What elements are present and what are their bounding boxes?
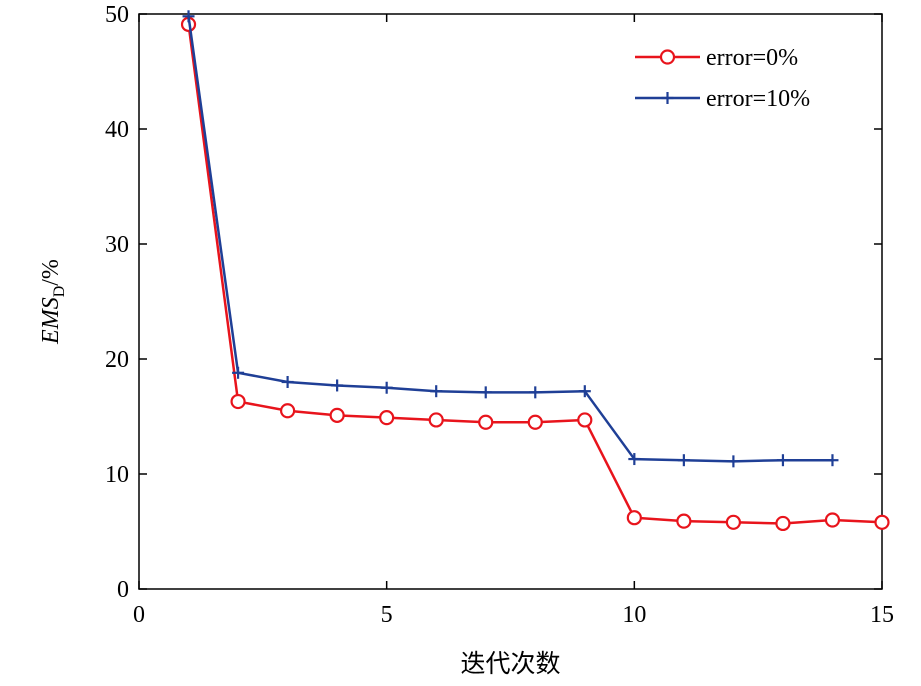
y-axis-label: EMSD/% [38,259,68,345]
data-point [874,514,890,530]
x-tick-label: 0 [133,602,145,628]
data-point [479,386,492,399]
data-point [329,407,345,423]
data-point [628,453,641,466]
data-point [232,366,245,379]
data-point [478,414,494,430]
data-point [677,454,690,467]
data-point [182,10,195,23]
data-point [826,454,839,467]
data-point [280,403,296,419]
y-tick-label: 40 [105,117,129,143]
data-point [380,381,393,394]
y-tick-label: 0 [117,577,129,603]
data-point [430,385,443,398]
data-point [676,513,692,529]
data-point [775,515,791,532]
plot-frame [138,13,883,590]
series-layer [180,10,890,532]
data-point [725,514,742,530]
x-tick-label: 10 [622,602,646,628]
data-point [776,454,789,467]
y-axis-label-sub: D [51,286,68,298]
data-point [626,510,642,526]
x-tick-label: 15 [870,602,894,628]
data-point [281,376,294,388]
y-axis-label-suffix: /% [38,259,64,286]
legend-marker [659,49,676,65]
y-tick-label: 20 [105,347,129,373]
data-point [824,512,841,528]
x-tick-label: 5 [381,602,393,628]
series-1 [180,16,890,532]
data-point [529,386,542,399]
data-point [331,379,344,392]
legend-label: error=10% [706,86,810,112]
data-point [230,393,246,410]
x-axis-label: 迭代次数 [460,649,560,678]
legend-label: error=0% [706,45,798,71]
y-axis-label-main: EMS [38,297,64,345]
data-point [527,414,543,430]
series-2 [182,10,839,468]
axes: 0 5 10 15 0 10 20 30 40 50 [105,2,894,628]
y-tick-label: 50 [105,2,129,28]
y-tick-label: 30 [105,232,129,258]
data-point [727,455,740,468]
series-line [187,16,833,463]
legend: error=0% error=10% [635,45,810,112]
data-point [577,412,593,428]
y-tick-label: 10 [105,462,129,488]
data-point [428,412,444,428]
data-point [379,410,395,426]
data-point [578,385,591,398]
